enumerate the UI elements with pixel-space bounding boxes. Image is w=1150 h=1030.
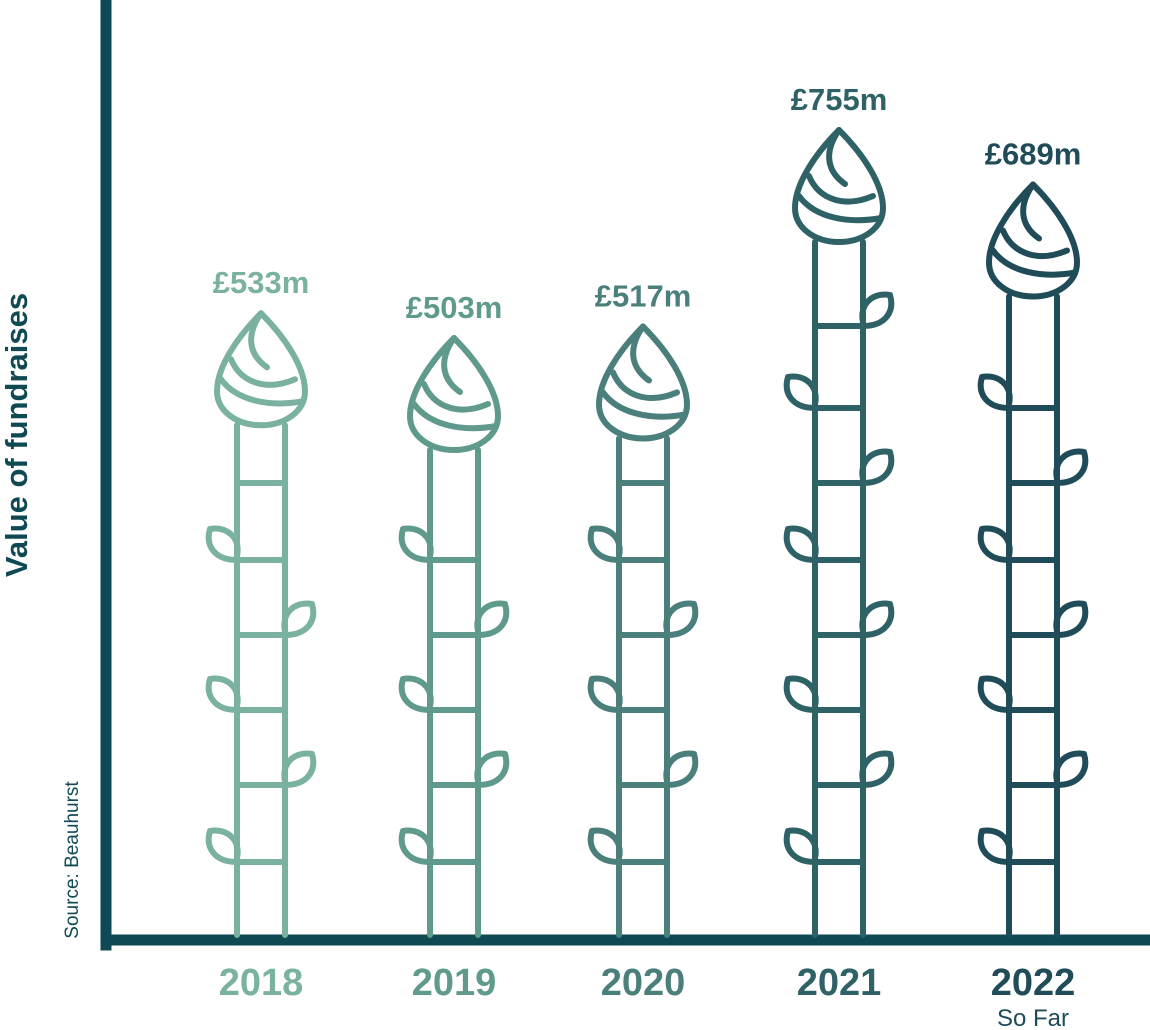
x-tick-label: 2019 [412,962,497,1004]
bar-2018: £533m [205,265,317,938]
leaf [1053,448,1089,486]
bud-icon [792,127,886,245]
bud-icon [407,335,501,453]
plot-area: £533m 2018 £503m 2019 £517m 2020 £755m 2021 £689… [205,82,1089,1030]
leaf [663,600,699,638]
leaf [205,675,241,713]
leaf [859,750,895,788]
axes [100,0,1150,951]
x-tick-label: 2021 [797,962,882,1004]
leaf [783,827,819,865]
value-label: £517m [595,278,692,313]
leaf [398,675,434,713]
leaf [281,600,317,638]
leaf [977,827,1013,865]
leaf [663,750,699,788]
value-label: £503m [406,290,503,325]
x-tick-label: 2022 [991,962,1076,1004]
leaf [281,750,317,788]
leaf [977,675,1013,713]
bud-icon [986,181,1080,300]
leaf [859,600,895,638]
leaf [474,600,510,638]
leaf [205,827,241,865]
leaf [859,291,895,329]
source-note: Source: Beauhurst [62,781,83,939]
bud-icon [214,310,308,429]
value-label: £689m [985,136,1082,171]
bar-2019: £503m [398,290,510,938]
x-tick-sublabel: So Far [997,1005,1069,1030]
bud-icon [596,323,690,442]
bar-2021: £755m [783,82,895,938]
leaf [398,525,434,563]
leaf [977,373,1013,411]
bar-2022: £689m [977,136,1089,938]
leaf [783,525,819,563]
stalk-rails [812,239,866,938]
value-label: £533m [213,265,310,300]
leaf [587,675,623,713]
value-label: £755m [791,82,888,117]
leaf [474,750,510,788]
bar-2020: £517m [587,278,699,938]
leaf [1053,750,1089,788]
stalk-rails [234,422,288,938]
leaf [587,525,623,563]
y-axis-label: Value of fundraises [0,293,34,577]
leaf [398,827,434,865]
leaf [205,525,241,563]
leaf [587,827,623,865]
leaf [783,675,819,713]
leaf [783,373,819,411]
x-tick-label: 2018 [219,962,304,1004]
leaf [859,448,895,486]
x-tick-label: 2020 [601,962,686,1004]
stalk-rails [1006,293,1060,938]
leaf [1053,600,1089,638]
leaf [977,525,1013,563]
